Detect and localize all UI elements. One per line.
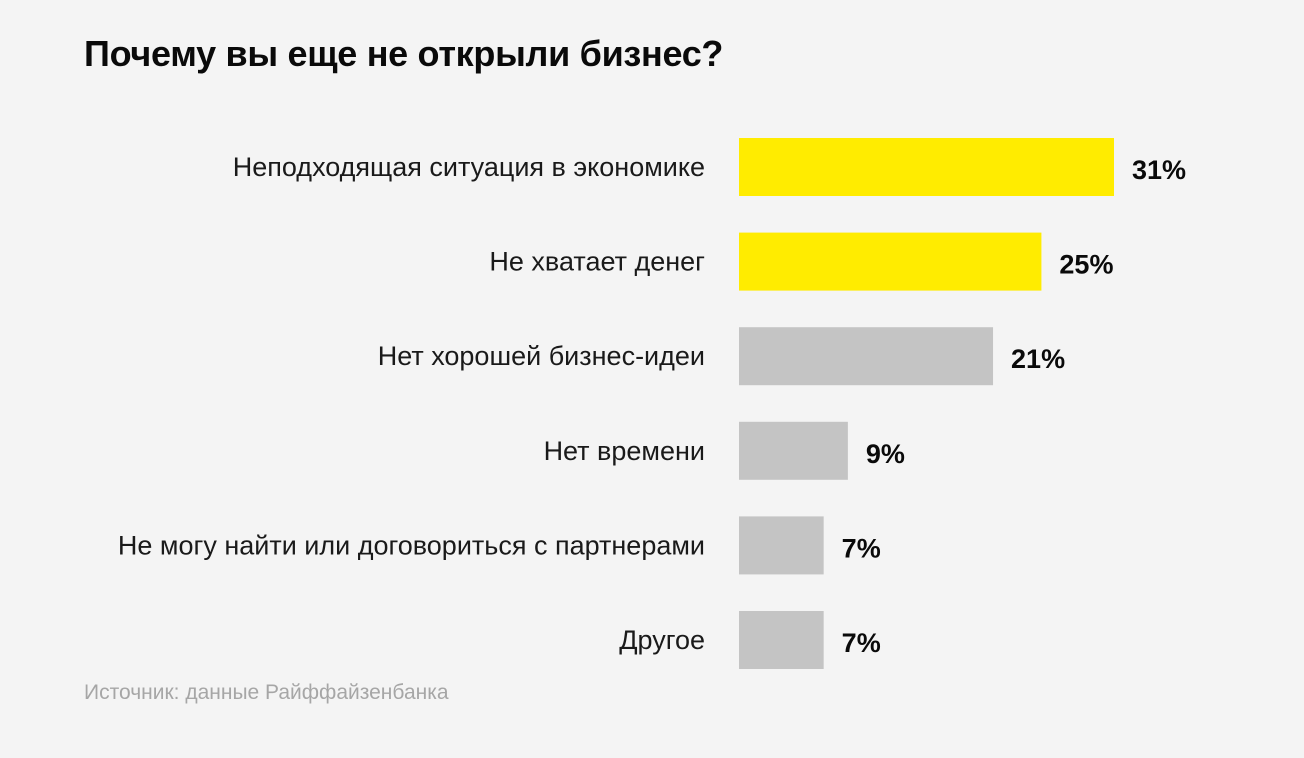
value-label-5: 7% <box>842 628 881 658</box>
category-label-3: Нет времени <box>544 436 705 466</box>
category-label-4: Не могу найти или договориться с партнер… <box>118 530 705 560</box>
source-note: Источник: данные Райффайзенбанка <box>84 681 449 704</box>
category-label-5: Другое <box>619 625 705 655</box>
category-label-2: Нет хорошей бизнес-идеи <box>378 341 705 371</box>
value-label-2: 21% <box>1011 344 1065 374</box>
value-label-0: 31% <box>1132 155 1186 185</box>
bar-4 <box>739 516 824 575</box>
chart-title: Почему вы еще не открыли бизнес? <box>84 33 724 74</box>
bar-1 <box>739 232 1042 291</box>
bar-2 <box>739 327 994 386</box>
bar-0 <box>739 138 1114 196</box>
value-label-1: 25% <box>1059 250 1113 280</box>
value-label-4: 7% <box>842 533 881 563</box>
category-label-1: Не хватает денег <box>489 247 705 277</box>
value-label-3: 9% <box>866 439 905 469</box>
bar-5 <box>739 611 824 669</box>
bar-3 <box>739 421 848 480</box>
category-label-0: Неподходящая ситуация в экономике <box>233 152 705 182</box>
